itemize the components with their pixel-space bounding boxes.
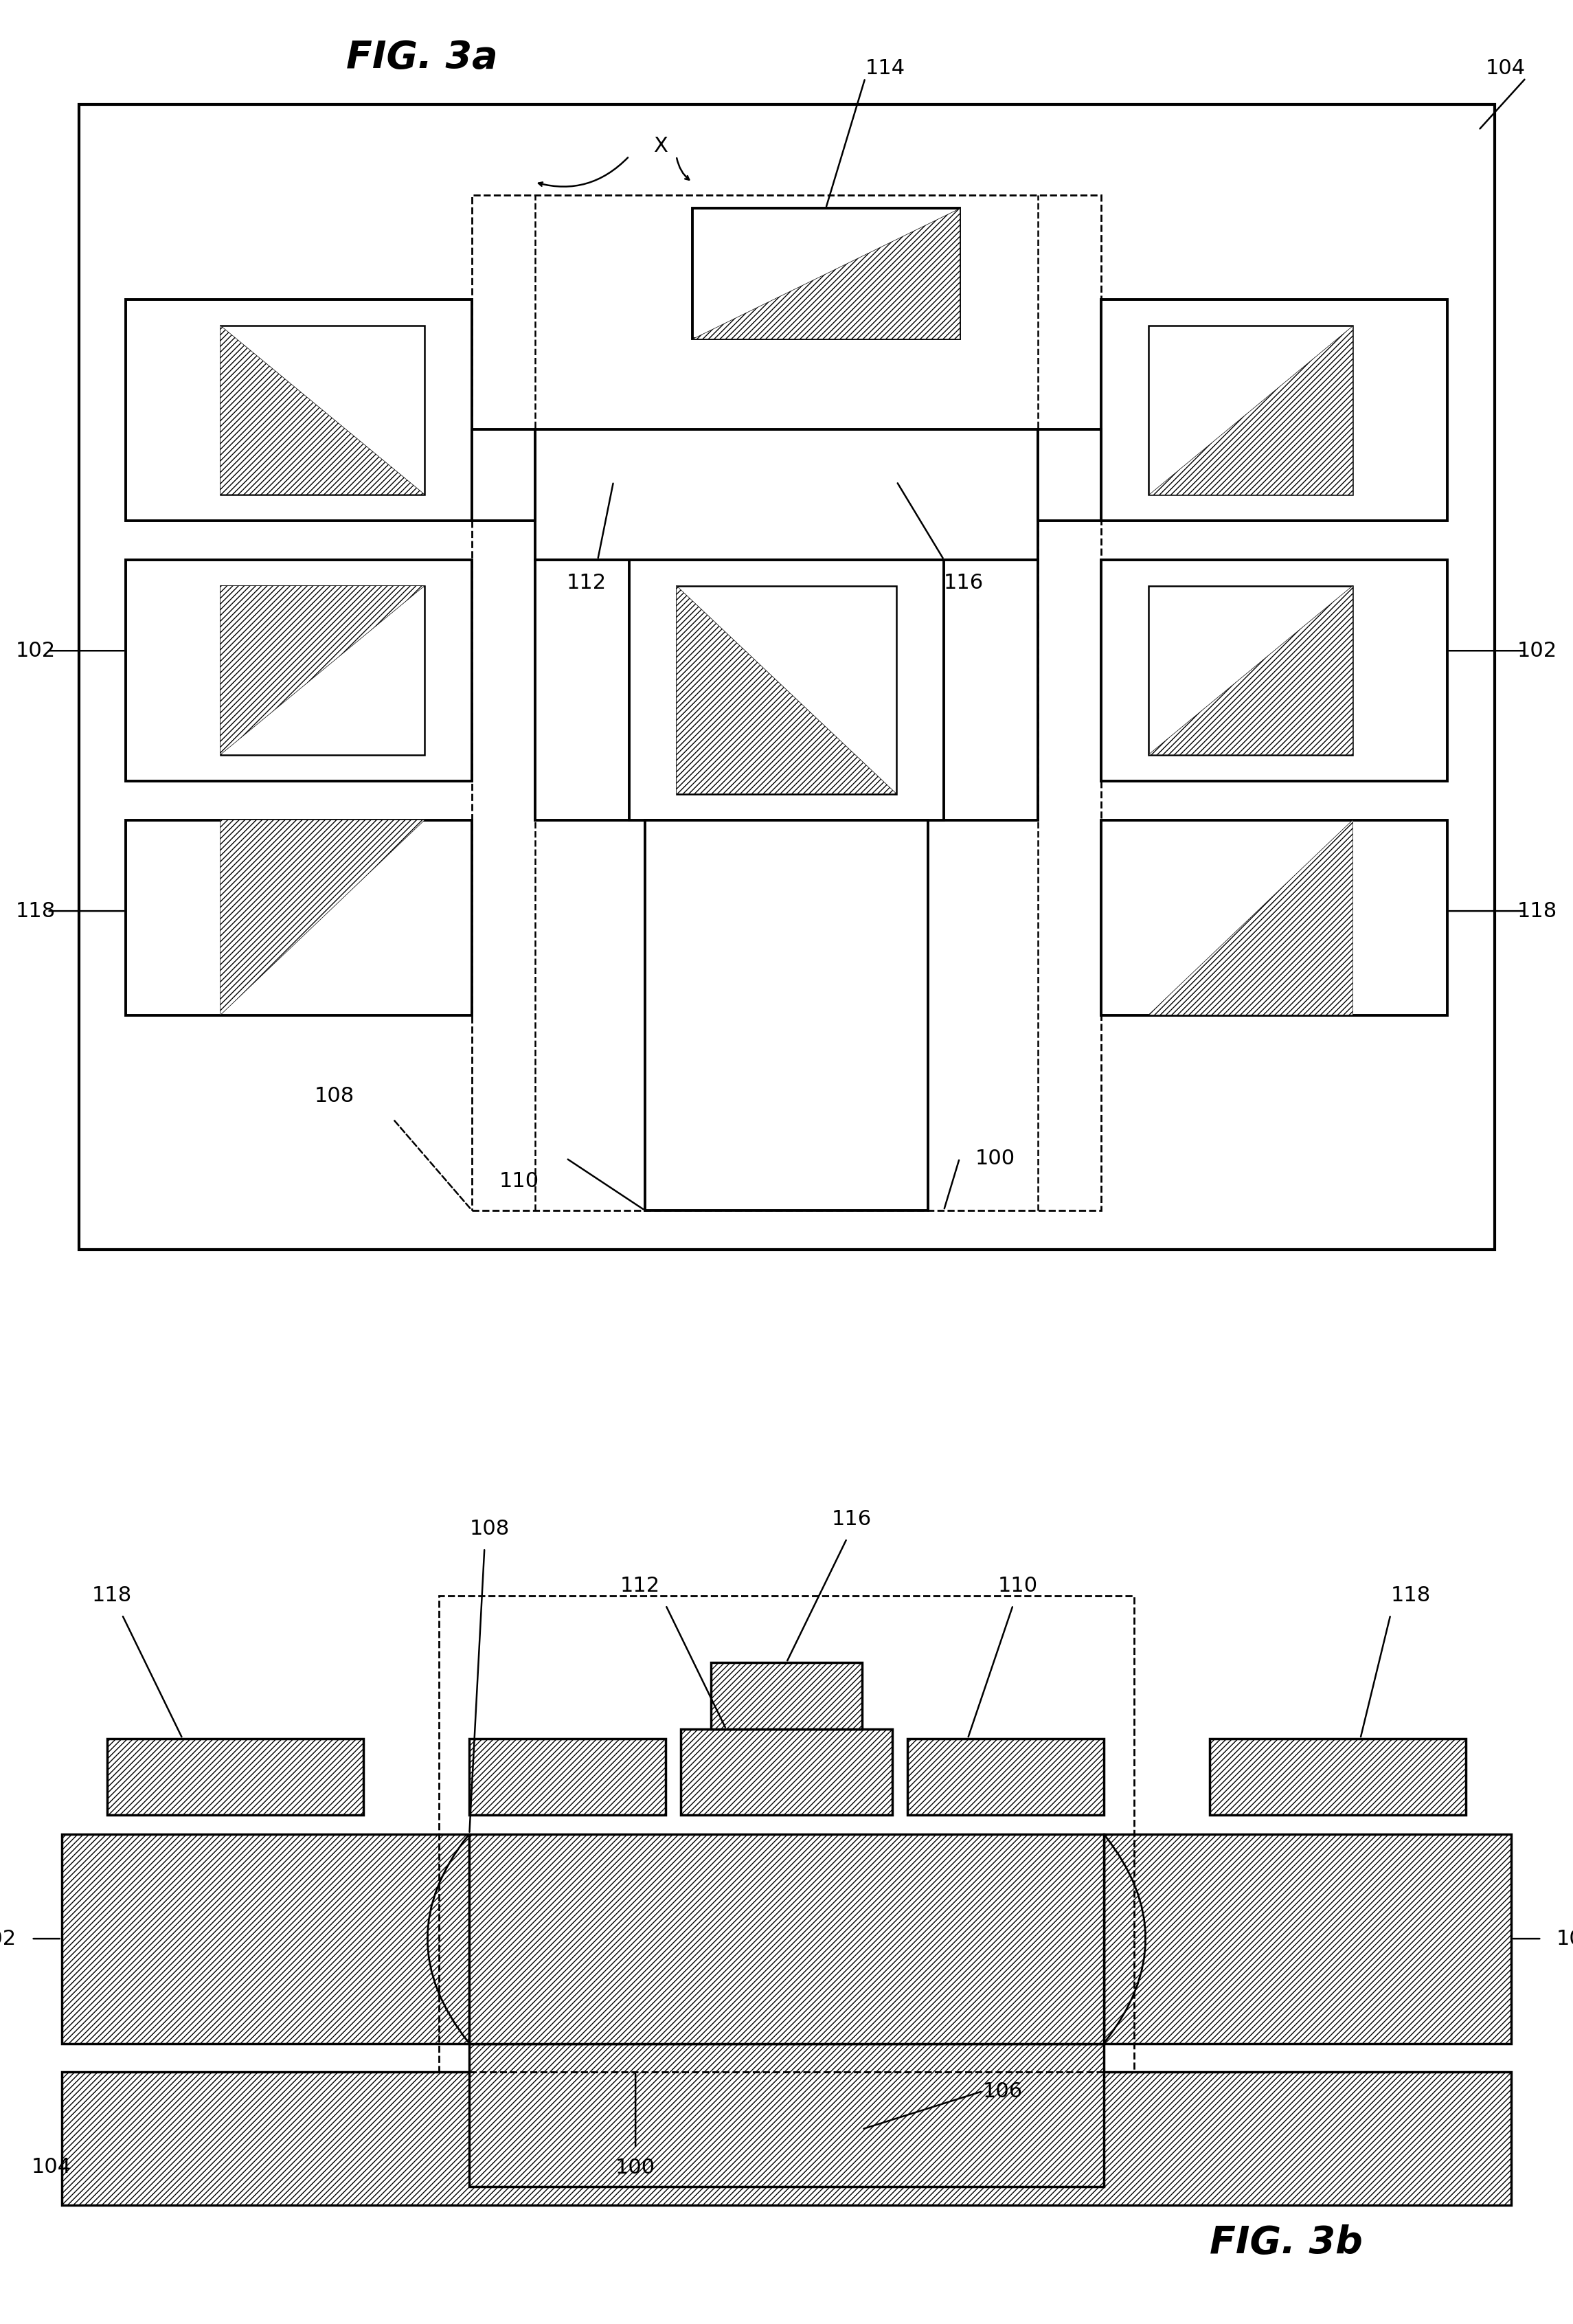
- Bar: [535, 560, 708, 820]
- Polygon shape: [1148, 586, 1353, 755]
- Bar: [220, 325, 425, 495]
- Bar: [1148, 325, 1353, 495]
- Text: X: X: [653, 137, 669, 156]
- Bar: [535, 430, 1038, 560]
- Text: 118: 118: [16, 902, 55, 920]
- Polygon shape: [1148, 325, 1353, 495]
- Bar: [439, 1597, 1134, 2073]
- Bar: [472, 195, 1101, 1211]
- Text: 104: 104: [1486, 58, 1526, 79]
- Bar: [220, 586, 425, 755]
- Bar: [1038, 430, 1101, 521]
- Polygon shape: [220, 586, 425, 755]
- Text: 116: 116: [832, 1508, 871, 1529]
- Text: 104: 104: [31, 2157, 71, 2178]
- Text: 102: 102: [16, 641, 55, 660]
- Text: 116: 116: [944, 572, 983, 593]
- Bar: [472, 430, 535, 521]
- Polygon shape: [676, 586, 897, 795]
- Bar: [107, 1738, 363, 1815]
- Text: 100: 100: [975, 1148, 1015, 1169]
- Text: 110: 110: [499, 1171, 540, 1192]
- Text: 106: 106: [983, 2082, 1022, 2101]
- Bar: [1104, 1834, 1512, 2043]
- Polygon shape: [692, 209, 960, 339]
- Text: 110: 110: [997, 1576, 1038, 1597]
- Polygon shape: [220, 325, 425, 495]
- Bar: [711, 1662, 862, 1729]
- Bar: [126, 820, 472, 1016]
- Text: 112: 112: [620, 1576, 661, 1597]
- Text: FIG. 3a: FIG. 3a: [346, 40, 497, 77]
- Polygon shape: [1148, 820, 1353, 1016]
- Bar: [1148, 586, 1353, 755]
- Bar: [469, 1834, 1104, 2043]
- Text: 118: 118: [1518, 902, 1557, 920]
- Text: 100: 100: [615, 2157, 656, 2178]
- Bar: [1101, 820, 1447, 1016]
- Bar: [79, 105, 1494, 1250]
- Bar: [908, 1738, 1104, 1815]
- Bar: [692, 209, 960, 339]
- Bar: [126, 560, 472, 781]
- Text: 112: 112: [566, 572, 606, 593]
- Bar: [865, 560, 1038, 820]
- Text: 108: 108: [315, 1085, 354, 1106]
- Text: 102: 102: [0, 1929, 16, 1948]
- Bar: [126, 300, 472, 521]
- Polygon shape: [220, 820, 425, 1016]
- Text: 118: 118: [91, 1585, 132, 1606]
- Bar: [469, 1738, 665, 1815]
- Bar: [61, 2073, 1512, 2205]
- Bar: [469, 2043, 1104, 2187]
- Bar: [645, 820, 928, 1211]
- Bar: [681, 1729, 892, 1815]
- Bar: [1210, 1738, 1466, 1815]
- Bar: [676, 586, 897, 795]
- Text: 118: 118: [1391, 1585, 1430, 1606]
- Bar: [61, 1834, 469, 2043]
- Bar: [629, 560, 944, 820]
- Bar: [1101, 560, 1447, 781]
- Text: 102: 102: [1557, 1929, 1573, 1948]
- Text: 102: 102: [1518, 641, 1557, 660]
- Text: 108: 108: [469, 1518, 510, 1538]
- Text: FIG. 3b: FIG. 3b: [1210, 2224, 1362, 2261]
- Text: 114: 114: [865, 58, 904, 79]
- Bar: [1101, 300, 1447, 521]
